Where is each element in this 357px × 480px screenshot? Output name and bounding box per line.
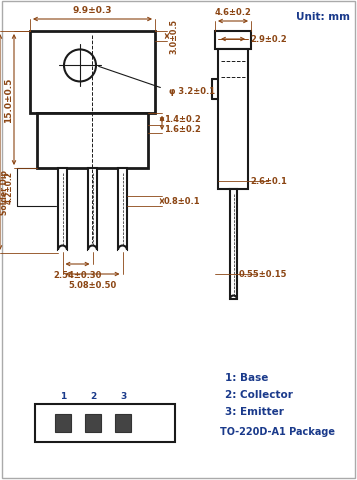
Text: 3: 3 — [120, 392, 127, 401]
Text: 9.9±0.3: 9.9±0.3 — [73, 6, 112, 15]
Wedge shape — [58, 246, 67, 255]
Text: 2: 2 — [90, 392, 97, 401]
Text: 4.2±0.2: 4.2±0.2 — [5, 171, 14, 204]
Text: 0.8±0.1: 0.8±0.1 — [164, 197, 201, 206]
Bar — [30, 32, 155, 114]
Bar — [85, 414, 101, 432]
Text: 1: 1 — [60, 392, 67, 401]
Circle shape — [64, 50, 96, 82]
Text: 2: Collector: 2: Collector — [225, 389, 293, 399]
Text: 1.4±0.2: 1.4±0.2 — [164, 115, 201, 124]
Text: 2.9±0.2: 2.9±0.2 — [250, 36, 287, 45]
Text: 3: Emitter: 3: Emitter — [225, 406, 284, 416]
Text: 2.6±0.1: 2.6±0.1 — [250, 177, 287, 186]
Text: 3.0±0.5: 3.0±0.5 — [169, 20, 178, 54]
Bar — [37, 114, 148, 168]
Bar — [115, 414, 131, 432]
Bar — [118, 168, 127, 251]
Bar — [218, 50, 248, 190]
Text: 2.54±0.30: 2.54±0.30 — [53, 270, 102, 279]
Text: φ 3.2±0.1: φ 3.2±0.1 — [169, 86, 215, 96]
Text: Unit: mm: Unit: mm — [296, 12, 350, 22]
Text: 0.55±0.15: 0.55±0.15 — [239, 270, 287, 279]
Wedge shape — [118, 246, 127, 255]
Bar — [215, 32, 251, 50]
Bar — [55, 414, 70, 432]
Wedge shape — [88, 246, 97, 255]
Bar — [230, 190, 237, 300]
Text: 1.6±0.2: 1.6±0.2 — [164, 125, 201, 134]
Text: 5.08±0.50: 5.08±0.50 — [69, 280, 117, 289]
Text: 15.0±0.5: 15.0±0.5 — [5, 78, 14, 123]
Text: 1: Base: 1: Base — [225, 372, 268, 382]
Bar — [88, 168, 97, 251]
Text: Solder Dip: Solder Dip — [0, 170, 9, 215]
Text: TO-220D-A1 Package: TO-220D-A1 Package — [220, 426, 335, 436]
Bar — [35, 404, 175, 442]
Bar — [58, 168, 67, 251]
Text: 4.6±0.2: 4.6±0.2 — [215, 8, 251, 17]
